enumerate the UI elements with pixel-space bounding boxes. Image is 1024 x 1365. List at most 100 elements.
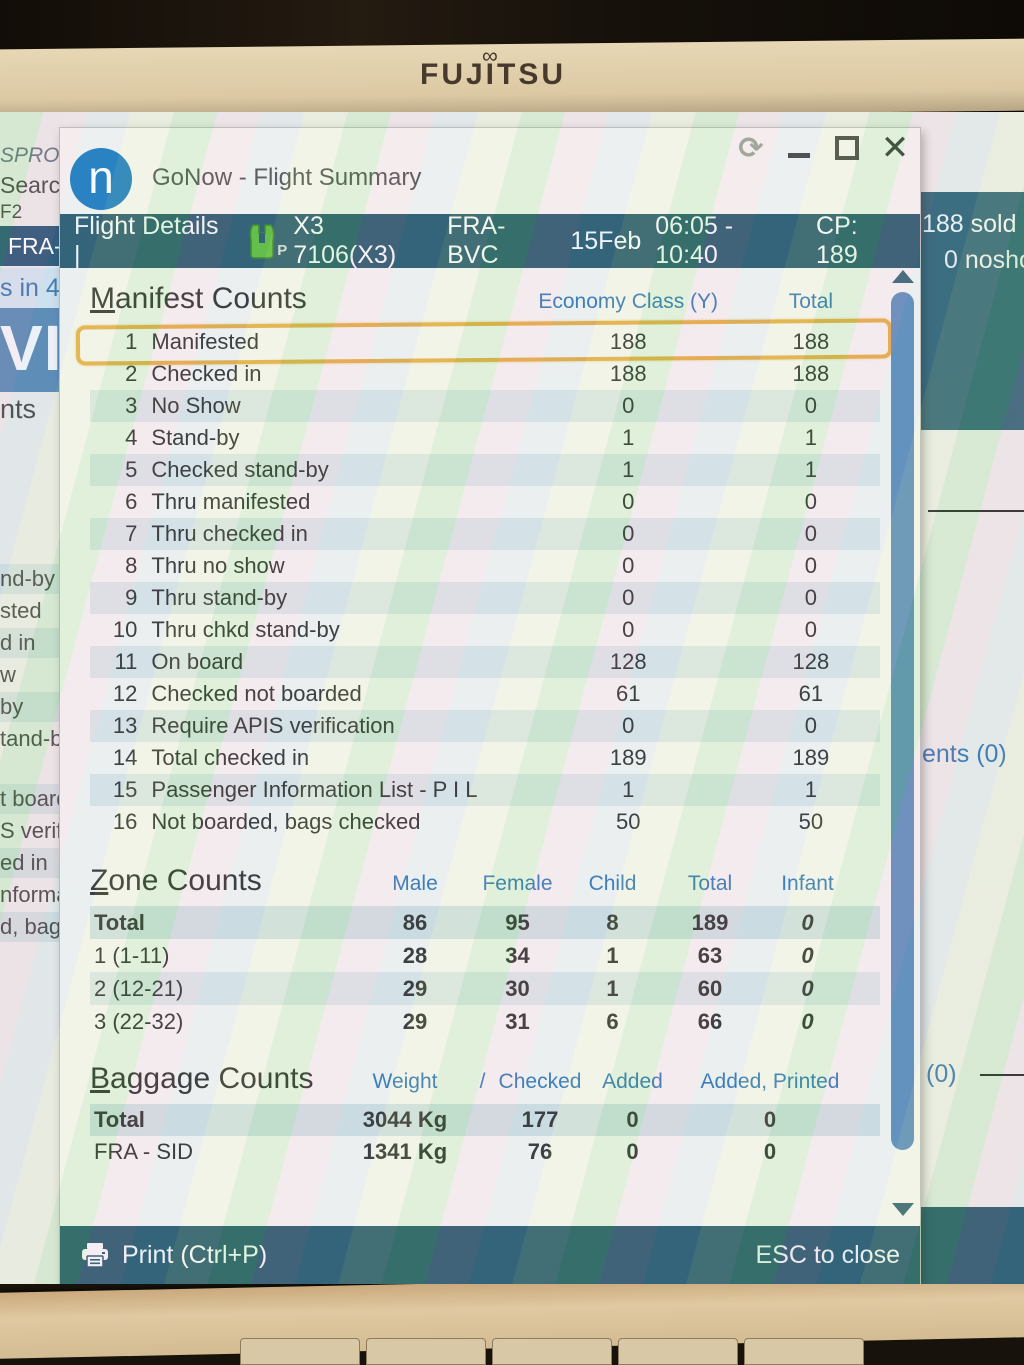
row-economy: 0 (622, 393, 635, 418)
row-economy: 188 (609, 329, 647, 354)
row-total: 1 (804, 777, 818, 802)
table-row: 9 Thru stand-by 0 0 (90, 582, 880, 614)
row-total: 0 (804, 393, 818, 418)
row-num: 15 (112, 777, 138, 802)
val-infant: 0 (801, 1008, 814, 1034)
window-controls: ⟳ ✕ (734, 128, 912, 168)
row-economy: 1 (622, 425, 635, 450)
val-child: 1 (606, 942, 619, 968)
row-economy: 0 (622, 489, 635, 514)
table-row: 15 Passenger Information List - P I L 1 1 (90, 774, 880, 806)
print-button[interactable]: Print (Ctrl+P) (80, 1241, 267, 1270)
row-total: 61 (798, 681, 824, 706)
maximize-box (835, 136, 859, 160)
table-row-baggage-total: Total 3044 Kg 177 0 0 (90, 1104, 880, 1136)
val-weight: 3044 Kg (362, 1107, 448, 1132)
minimize-bar (788, 152, 810, 158)
scrollbar (888, 270, 918, 1222)
val-female: 30 (505, 975, 530, 1001)
row-economy: 0 (622, 553, 635, 578)
row-label: Thru chkd stand-by (151, 617, 340, 642)
table-row: 14 Total checked in 189 189 (90, 742, 880, 774)
row-label: Thru no show (151, 553, 285, 578)
row-label: Thru manifested (151, 489, 311, 514)
refresh-icon[interactable]: ⟳ (738, 131, 764, 165)
val-infant: 0 (801, 909, 814, 935)
val-male: 28 (402, 942, 428, 968)
val-added-printed: 0 (763, 1107, 777, 1132)
val-checked: 177 (521, 1107, 559, 1132)
row-total: 0 (804, 585, 818, 610)
column-header-total: Total (788, 290, 834, 313)
seats-fragment: s in 44 (0, 268, 64, 308)
brand-text: FUJITSU (420, 58, 567, 91)
row-economy: 0 (622, 617, 635, 642)
row-total: 50 (798, 809, 824, 834)
val-total: 60 (697, 975, 723, 1001)
row-total: 1 (804, 425, 818, 450)
row-economy: 189 (609, 745, 647, 770)
infinity-mark: ∞ (482, 43, 501, 68)
f2-label: F2 (0, 202, 23, 223)
bg-row-fragment: w (0, 662, 16, 687)
val-infant: 0 (801, 942, 814, 968)
background-window-left: SPROD9 Search F2 FRA-B s in 44 VIE nts n… (0, 112, 66, 1284)
table-row: 10 Thru chkd stand-by 0 0 (90, 614, 880, 646)
row-total: 0 (804, 521, 818, 546)
table-row: 3 No Show 0 0 (90, 390, 880, 422)
manifest-table: 1 Manifested 188 188 2 Checked in 188 188 3 No … (75, 318, 893, 838)
column-header-male: Male (392, 872, 438, 895)
row-economy: 50 (616, 809, 641, 834)
column-header-checked: Checked (498, 1070, 582, 1093)
row-label: FRA - SID (94, 1139, 194, 1164)
val-added-printed: 0 (763, 1139, 777, 1164)
val-infant: 0 (801, 975, 814, 1001)
row-total: 0 (804, 553, 818, 578)
scroll-up-arrow-icon[interactable] (892, 270, 914, 283)
baggage-header: Baggage Counts Weight / Checked Added Ad… (90, 1062, 880, 1096)
val-total: 189 (691, 909, 729, 935)
bg-row-fragment: S verific (0, 818, 64, 843)
val-male: 86 (402, 909, 428, 935)
maximize-icon[interactable] (830, 131, 864, 165)
val-male: 29 (402, 1008, 428, 1034)
row-total: 0 (804, 713, 818, 738)
env-label: SPROD9 (0, 144, 64, 167)
bg-row-fragment: t boarde (0, 784, 64, 814)
bg-right-teal-panel (918, 192, 1024, 430)
vest-p-label: P (277, 242, 288, 259)
close-icon[interactable]: ✕ (880, 129, 910, 167)
column-header-added: Added (602, 1070, 663, 1093)
row-total: 128 (792, 649, 830, 674)
cp-count: CP: 189 (816, 212, 858, 269)
row-num: 3 (125, 393, 138, 418)
minimize-icon[interactable] (782, 131, 816, 165)
flight-summary-dialog: n GoNow - Flight Summary ⟳ ✕ Flight Deta… (60, 128, 920, 1284)
table-row: FRA - SID 1341 Kg 76 0 0 (90, 1136, 880, 1168)
keyboard (0, 1338, 1024, 1365)
row-num: 2 (125, 361, 138, 386)
monitor-screen: SPROD9 Search F2 FRA-B s in 44 VIE nts n… (0, 112, 1024, 1284)
scroll-down-arrow-icon[interactable] (892, 1203, 914, 1216)
val-added: 0 (626, 1107, 639, 1132)
flight-date: 15Feb (570, 226, 642, 255)
bg-row-fragment: nd-by (0, 564, 64, 594)
val-total: 63 (697, 942, 723, 968)
table-row: 5 Checked stand-by 1 1 (90, 454, 880, 486)
table-row: 3 (22-32) 29 31 6 66 0 (90, 1005, 880, 1038)
row-num: 10 (112, 617, 138, 642)
manifest-title: Manifest Counts (90, 282, 307, 315)
divider-line (928, 510, 1024, 512)
table-row: 7 Thru checked in 0 0 (90, 518, 880, 550)
dialog-footer: Print (Ctrl+P) ESC to close (60, 1226, 920, 1284)
row-num: 4 (125, 425, 138, 450)
bg-row-fragment: sted (0, 598, 42, 623)
comments-fragment: ents (0) (922, 740, 1007, 768)
column-header-economy: Economy Class (Y) (538, 290, 719, 313)
row-num: 6 (125, 489, 138, 514)
scrollbar-thumb[interactable] (891, 292, 914, 1150)
val-female: 31 (505, 1008, 530, 1034)
row-label: Thru checked in (151, 521, 308, 546)
row-num: 5 (125, 457, 138, 482)
